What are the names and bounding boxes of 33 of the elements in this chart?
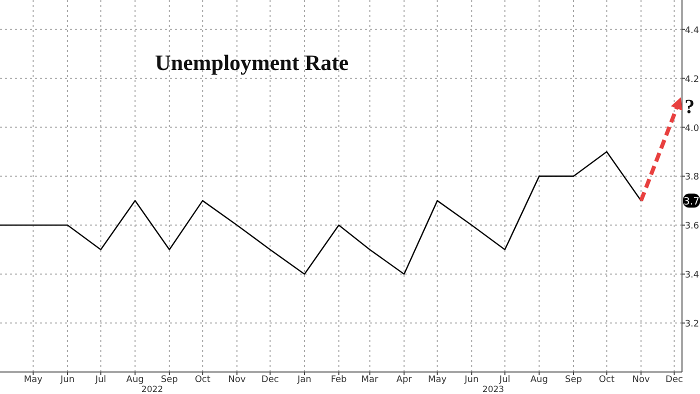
x-tick-label: Jan	[296, 375, 312, 385]
y-tick-label: 4.2	[684, 74, 700, 85]
x-tick-label: Aug	[530, 375, 548, 385]
x-tick-label: Oct	[598, 375, 615, 385]
x-tick-label: Aug	[126, 375, 144, 385]
x-tick-label: Nov	[228, 375, 246, 385]
y-tick-label: 4.4	[684, 26, 700, 36]
text: ?	[684, 96, 695, 118]
line-series	[0, 151, 642, 275]
x-tick-label: Jul	[498, 375, 510, 385]
y-tick-label: 3.6	[684, 222, 700, 232]
y-tick-label: 3.4	[684, 270, 700, 281]
y-tick-label: 3.2	[684, 320, 700, 330]
x-tick-label: Sep	[160, 375, 178, 385]
x-tick-label: Nov	[632, 375, 650, 385]
x-tick-label: Jun	[60, 375, 75, 385]
x-tick-label: Sep	[565, 375, 582, 385]
x-tick-label: Jul	[94, 375, 106, 385]
x-tick-label: Dec	[261, 375, 279, 385]
text: 2022	[141, 385, 164, 394]
text: Unemployment Rate	[155, 50, 349, 75]
x-tick-label: May	[428, 375, 448, 385]
x-tick-label: Oct	[194, 375, 211, 385]
x-tick-label: Dec	[666, 375, 684, 385]
x-tick-label: Jun	[464, 375, 479, 385]
x-tick-label: Mar	[361, 375, 379, 385]
y-tick-label: 3.8	[684, 172, 700, 183]
text: 2023	[482, 385, 504, 394]
text: 3.7	[684, 196, 700, 208]
x-tick-label: Feb	[330, 375, 348, 385]
x-tick-label: Apr	[396, 375, 412, 385]
y-tick-label: 4.0	[684, 124, 700, 134]
x-tick-label: May	[24, 375, 44, 385]
